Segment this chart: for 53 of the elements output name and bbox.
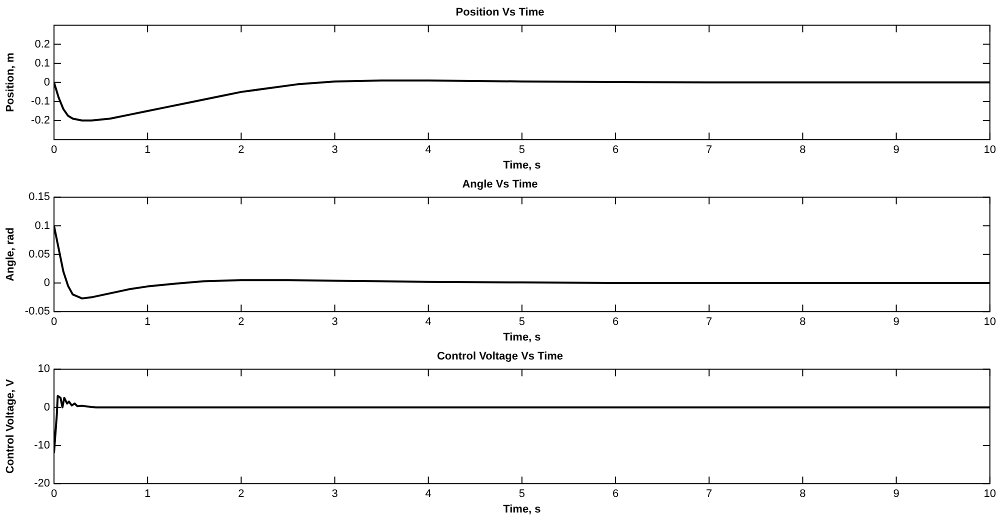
x-tick-label: 4 <box>425 488 432 500</box>
x-tick-label: 7 <box>706 144 712 156</box>
y-tick-label: 0.05 <box>28 248 50 260</box>
x-tick-label: 4 <box>425 144 432 156</box>
y-tick-label: -20 <box>34 478 50 490</box>
x-tick-label: 4 <box>425 316 432 328</box>
x-tick-label: 2 <box>238 488 244 500</box>
y-tick-label: -0.05 <box>24 306 50 318</box>
chart-title: Position Vs Time <box>456 6 544 19</box>
x-tick-label: 7 <box>706 488 712 500</box>
x-axis-title: Time, s <box>503 331 541 344</box>
x-tick-label: 8 <box>800 144 806 156</box>
y-tick-label: 0.1 <box>34 220 50 232</box>
chart-title: Angle Vs Time <box>462 178 538 191</box>
x-tick-label: 8 <box>800 488 806 500</box>
y-tick-label: 0 <box>44 277 50 290</box>
y-axis-title: Control Voltage, V <box>4 378 17 474</box>
x-tick-label: 2 <box>238 316 244 328</box>
x-tick-label: 5 <box>518 488 526 500</box>
x-tick-label: 5 <box>518 144 526 156</box>
x-tick-label: 6 <box>612 316 619 328</box>
x-tick-label: 8 <box>800 316 806 328</box>
x-tick-label: 6 <box>612 144 619 156</box>
x-tick-label: 3 <box>332 316 338 328</box>
x-tick-label: 10 <box>984 488 996 500</box>
x-tick-label: 3 <box>332 488 338 500</box>
x-tick-label: 9 <box>893 316 900 328</box>
chart-title: Control Voltage Vs Time <box>436 350 564 363</box>
x-tick-label: 7 <box>706 316 712 328</box>
x-tick-label: 1 <box>144 144 151 156</box>
y-tick-label: 0.2 <box>34 38 50 50</box>
y-tick-label: -10 <box>34 440 50 452</box>
y-axis-title: Position, m <box>4 52 17 112</box>
y-tick-label: 10 <box>38 363 50 376</box>
x-tick-label: 2 <box>238 144 244 156</box>
x-axis-title: Time, s <box>503 503 541 516</box>
y-tick-label: 0 <box>44 76 50 88</box>
y-tick-label: -0.2 <box>31 114 50 127</box>
y-tick-label: 0.15 <box>28 191 50 204</box>
y-tick-label: -0.1 <box>31 96 50 108</box>
x-tick-label: 10 <box>984 144 996 156</box>
y-tick-label: 0.1 <box>34 57 50 70</box>
x-tick-label: 6 <box>612 488 619 500</box>
x-tick-label: 1 <box>144 316 151 328</box>
y-tick-label: 0 <box>44 401 50 414</box>
x-tick-label: 3 <box>332 144 338 156</box>
x-tick-label: 5 <box>518 316 526 328</box>
x-tick-label: 9 <box>893 488 900 500</box>
x-axis-title: Time, s <box>503 159 541 172</box>
y-axis-title: Angle, rad <box>4 228 17 282</box>
x-tick-label: 1 <box>144 488 151 500</box>
x-tick-label: 10 <box>984 316 996 328</box>
x-tick-label: 9 <box>893 144 900 156</box>
